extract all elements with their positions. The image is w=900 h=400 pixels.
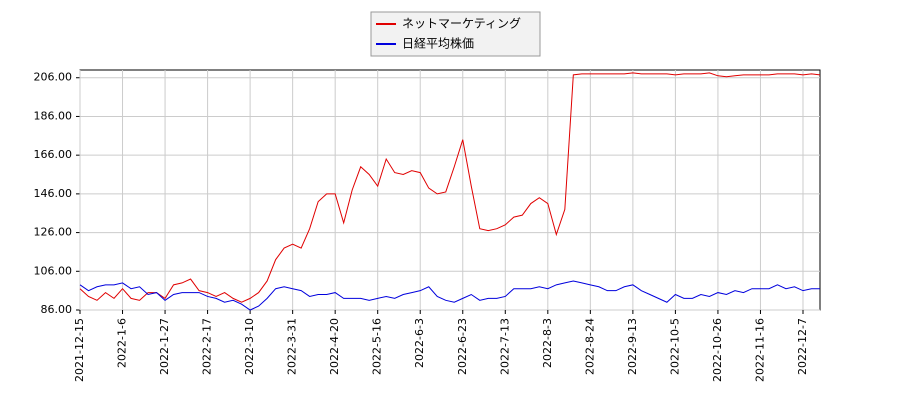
- x-tick-label: 2022-7-13: [498, 318, 511, 375]
- x-tick-label: 2022-1-6: [116, 318, 129, 368]
- y-tick-label: 146.00: [34, 187, 73, 200]
- legend-label: 日経平均株価: [402, 36, 474, 51]
- y-tick-label: 166.00: [34, 148, 73, 161]
- x-tick-label: 2022-5-16: [371, 318, 384, 375]
- x-tick-label: 2022-9-13: [626, 318, 639, 375]
- y-tick-label: 126.00: [34, 226, 73, 239]
- x-tick-label: 2022-3-31: [286, 318, 299, 375]
- x-tick-label: 2021-12-15: [73, 318, 86, 382]
- x-tick-label: 2022-2-17: [201, 318, 214, 375]
- legend-label: ネットマーケティング: [402, 17, 521, 31]
- plot-frame: [79, 69, 821, 311]
- y-tick-label: 186.00: [34, 109, 73, 122]
- x-tick-label: 2022-4-20: [328, 318, 341, 375]
- x-tick-label: 2022-6-23: [456, 318, 469, 375]
- x-tick-label: 2022-10-5: [668, 318, 681, 375]
- y-tick-label: 106.00: [34, 264, 73, 277]
- legend-box: [370, 11, 541, 57]
- x-tick-label: 2022-10-26: [711, 318, 724, 382]
- x-tick-label: 2022-1-27: [158, 318, 171, 375]
- data-line: [79, 280, 820, 311]
- x-tick-label: 2022-6-3: [413, 318, 426, 368]
- y-tick-label: 206.00: [34, 71, 73, 84]
- x-tick-label: 2022-8-24: [583, 318, 596, 375]
- y-tick-label: 86.00: [41, 303, 73, 316]
- x-tick-label: 2022-12-7: [796, 318, 809, 375]
- x-tick-label: 2022-11-16: [753, 318, 766, 382]
- x-tick-label: 2022-8-3: [541, 318, 554, 368]
- x-tick-label: 2022-3-10: [243, 318, 256, 375]
- data-line: [79, 72, 821, 303]
